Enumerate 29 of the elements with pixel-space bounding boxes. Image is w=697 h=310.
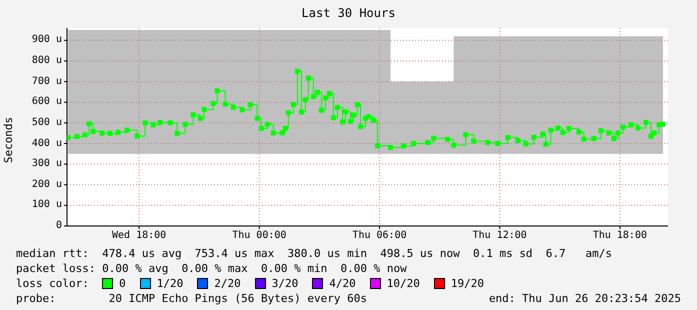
y-tick-label: 0	[56, 219, 62, 233]
x-tick-label: Thu 12:00	[472, 230, 527, 242]
y-axis-title: Seconds	[2, 116, 15, 164]
y-tick-label: 800 u	[32, 54, 62, 68]
legend-label: 3/20	[272, 276, 298, 291]
legend-label: 1/20	[156, 276, 184, 291]
y-tick-label: 600 u	[32, 95, 62, 110]
y-tick-label: 700 u	[32, 74, 62, 89]
text: median rtt: 478.4 us avg 753.4 us max 380.0 us min 498.5 us now 0.1 ms sd 6.7 am/s	[16, 246, 614, 261]
y-tick-label: 100 u	[32, 198, 62, 212]
legend-label: 0	[119, 276, 126, 291]
legend-label: 19/20	[450, 276, 484, 291]
y-tick-label: 400 u	[32, 136, 62, 150]
legend-title: loss color:	[16, 276, 90, 291]
chart-title: Last 30 Hours	[300, 6, 396, 20]
text: probe: 20 ICMP Echo Pings (56 Bytes) every 60s	[16, 291, 367, 306]
y-tick-label: 500 u	[32, 116, 62, 130]
legend-label: 10/20	[386, 276, 420, 291]
text: end: Thu Jun 26 20:23:54 2025	[488, 291, 681, 306]
x-tick-label: Wed 18:00	[112, 230, 166, 242]
y-tick-label: 900 u	[32, 33, 62, 48]
legend-label: 4/20	[329, 276, 356, 291]
legend-label: 2/20	[214, 276, 241, 291]
x-tick-label: Thu 18:00	[592, 230, 648, 242]
x-tick-label: Thu 00:00	[232, 230, 286, 242]
text: packet loss: 0.00 % avg 0.00 % max 0.00 % min 0.00 % now	[16, 261, 408, 276]
y-tick-label: 300 u	[32, 157, 62, 172]
y-tick-label: 200 u	[32, 178, 62, 192]
x-tick-label: Thu 06:00	[352, 230, 407, 242]
